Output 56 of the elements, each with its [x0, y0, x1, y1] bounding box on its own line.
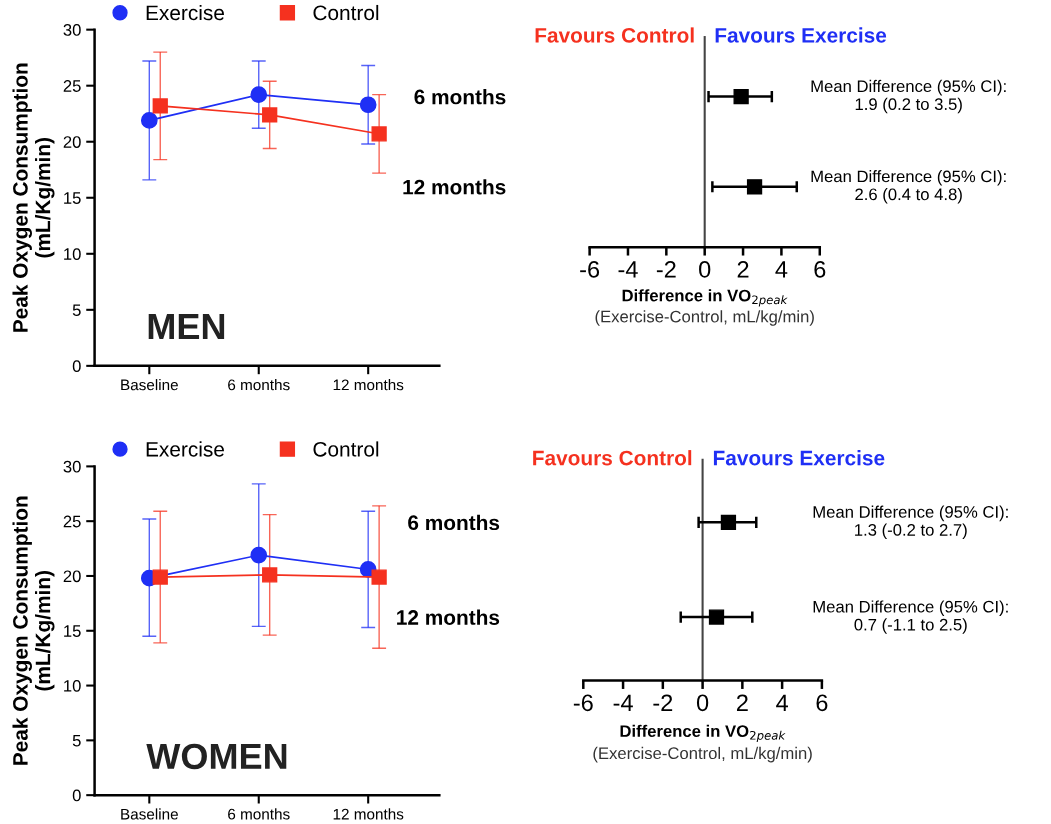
x-tick-label: 6 — [816, 694, 828, 712]
x-tick-label: 12 months — [333, 379, 404, 391]
y-tick-label: 20 — [63, 136, 81, 148]
x-tick-label: 0 — [699, 261, 711, 278]
x-tick-label: 2 — [736, 694, 748, 711]
annotation: Favours Exercise — [713, 450, 885, 466]
y-tick-label: 30 — [63, 24, 81, 36]
x-tick-label: 4 — [776, 694, 788, 711]
x-tick-label: 6 months — [228, 379, 290, 391]
x-tick-label: 12 months — [333, 808, 404, 820]
annotation: Favours Control — [533, 450, 692, 466]
annotation: WOMEN — [146, 743, 287, 770]
x-axis-title: Difference in VO$_{2peak}$ (Exercise-Control, mL/kg/min) — [595, 289, 814, 326]
x-tick-label: 6 — [814, 261, 826, 278]
annotation: MEN — [148, 314, 225, 339]
x-tick-label: -2 — [656, 261, 676, 278]
x-tick-label: -6 — [580, 261, 600, 278]
x-tick-label: -4 — [613, 694, 633, 711]
y-tick-label: 20 — [63, 570, 81, 583]
x-tick-label: 0 — [696, 694, 709, 712]
y-tick-label: 15 — [64, 625, 81, 637]
x-tick-label: -2 — [653, 694, 673, 711]
annotation: Mean Difference (95% CI): 2.6 (0.4 to 4.8) — [811, 170, 1006, 204]
y-tick-label: 30 — [63, 460, 81, 473]
annotation: Favours Control — [535, 27, 694, 43]
y-tick-label: 12 months — [403, 179, 506, 195]
y-tick-label: 5 — [72, 304, 81, 317]
y-tick-label: 15 — [64, 192, 81, 204]
x-tick-label: -6 — [573, 694, 593, 712]
y-tick-label: 0 — [72, 789, 81, 802]
y-axis-title: Peak Oxygen Consumption (mL/Kg/min) — [12, 496, 55, 765]
x-tick-label: -4 — [618, 261, 638, 278]
y-tick-label: 10 — [64, 248, 81, 260]
annotation: Mean Difference (95% CI): 0.7 (-1.1 to 2.5) — [813, 600, 1008, 634]
legend-label: Control — [313, 4, 379, 21]
y-tick-label: 10 — [64, 679, 81, 692]
y-tick-label: 5 — [72, 734, 81, 747]
y-tick-label: 6 months — [414, 89, 506, 105]
y-tick-label: 12 months — [397, 609, 500, 625]
y-tick-label: 25 — [63, 515, 81, 528]
y-tick-label: 0 — [72, 360, 81, 373]
legend-label: Control — [313, 441, 379, 457]
x-tick-label: Baseline — [121, 808, 178, 820]
x-tick-label: Baseline — [121, 379, 178, 391]
legend-label: Exercise — [146, 4, 224, 21]
x-tick-label: 6 months — [228, 808, 290, 820]
annotation: Mean Difference (95% CI): 1.9 (0.2 to 3.5) — [811, 79, 1006, 114]
y-tick-label: 25 — [63, 80, 81, 92]
x-tick-label: 4 — [775, 261, 788, 278]
legend-label: Exercise — [146, 441, 224, 457]
y-tick-label: 6 months — [408, 514, 500, 531]
x-axis-title: Difference in VO$_{2peak}$ (Exercise-Control, mL/kg/min) — [593, 724, 812, 763]
annotation: Mean Difference (95% CI): 1.3 (-0.2 to 2.7) — [813, 505, 1008, 540]
y-axis-title: Peak Oxygen Consumption (mL/Kg/min) — [12, 63, 55, 332]
annotation: Favours Exercise — [715, 27, 887, 43]
x-tick-label: 2 — [737, 261, 749, 278]
